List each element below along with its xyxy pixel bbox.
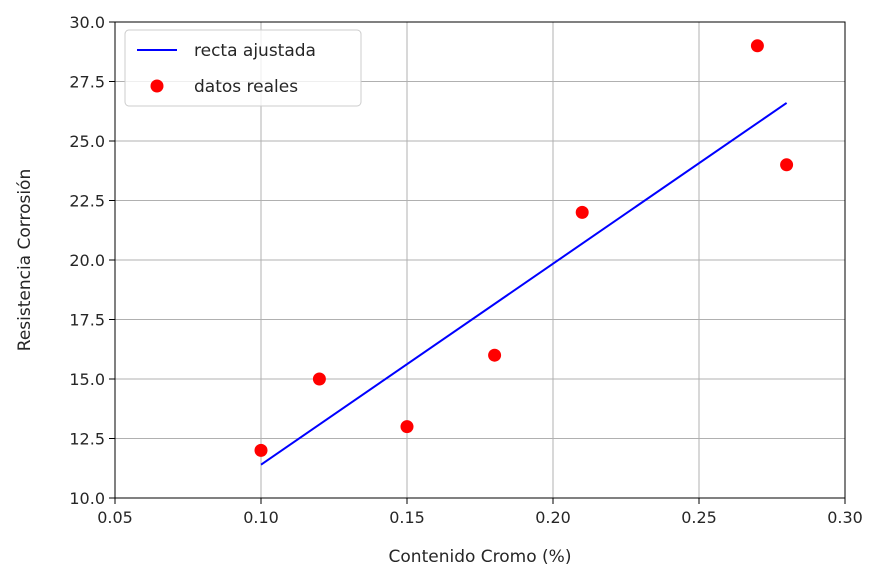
- fitted-line: [260, 102, 788, 466]
- legend: recta ajustada datos reales: [124, 29, 362, 107]
- y-tick-label: 20.0: [69, 251, 105, 270]
- data-point: [575, 205, 589, 219]
- x-tick-label: 0.05: [97, 508, 133, 527]
- x-tick-label: 0.25: [681, 508, 717, 527]
- y-tick-label: 15.0: [69, 370, 105, 389]
- x-tick-label: 0.10: [243, 508, 279, 527]
- legend-label: datos reales: [194, 77, 298, 97]
- legend-box: [124, 29, 362, 107]
- plot-series: [254, 39, 794, 466]
- y-tick-label: 30.0: [69, 13, 105, 32]
- data-point: [254, 443, 268, 457]
- data-point: [750, 39, 764, 53]
- data-point: [488, 348, 502, 362]
- y-tick-label: 25.0: [69, 132, 105, 151]
- x-tick-label: 0.15: [389, 508, 425, 527]
- legend-marker-swatch: [150, 79, 164, 93]
- y-tick-label: 10.0: [69, 489, 105, 508]
- x-axis-label: Contenido Cromo (%): [389, 547, 572, 567]
- y-tick-label: 12.5: [69, 430, 105, 449]
- y-tick-label: 22.5: [69, 192, 105, 211]
- y-tick-label: 27.5: [69, 73, 105, 92]
- y-axis-label: Resistencia Corrosión: [15, 169, 35, 351]
- data-point: [780, 158, 794, 172]
- data-point: [312, 372, 326, 386]
- x-tick-label: 0.20: [535, 508, 571, 527]
- y-tick-label: 17.5: [69, 311, 105, 330]
- axis-ticks: 0.05 0.10 0.15 0.20 0.25 0.30 10.0 12.5 15.0 17.5…: [69, 13, 862, 527]
- data-point: [400, 420, 414, 434]
- legend-label: recta ajustada: [194, 41, 316, 61]
- x-tick-label: 0.30: [827, 508, 863, 527]
